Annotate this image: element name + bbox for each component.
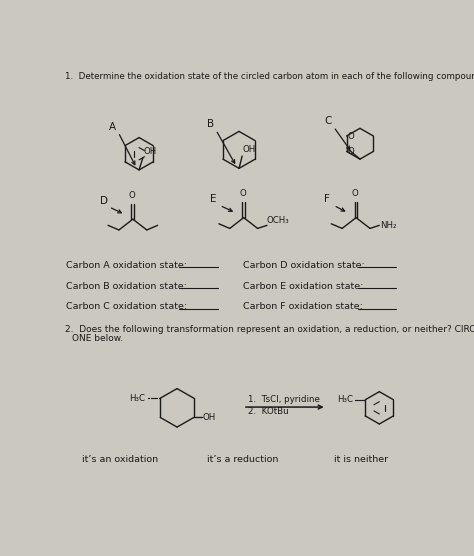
Text: 2.  Does the following transformation represent an oxidation, a reduction, or ne: 2. Does the following transformation rep…	[64, 325, 474, 334]
Text: OCH₃: OCH₃	[267, 216, 290, 225]
Text: B: B	[207, 118, 214, 128]
Text: Carbon C oxidation state:: Carbon C oxidation state:	[66, 302, 187, 311]
Text: A: A	[109, 122, 116, 132]
Text: Carbon D oxidation state:: Carbon D oxidation state:	[243, 261, 365, 270]
Text: O: O	[239, 190, 246, 198]
Text: it’s an oxidation: it’s an oxidation	[82, 455, 158, 464]
Text: Carbon A oxidation state:: Carbon A oxidation state:	[66, 261, 187, 270]
Text: F: F	[324, 194, 330, 204]
Text: Carbon B oxidation state:: Carbon B oxidation state:	[66, 282, 187, 291]
Text: OH: OH	[243, 146, 256, 155]
Text: E: E	[210, 194, 217, 204]
Text: D: D	[100, 196, 108, 206]
Text: ONE below.: ONE below.	[72, 334, 123, 343]
Text: H₃C: H₃C	[129, 394, 146, 403]
Text: NH₂: NH₂	[380, 221, 397, 230]
Text: Carbon F oxidation state:: Carbon F oxidation state:	[243, 302, 363, 311]
Text: it is neither: it is neither	[335, 455, 389, 464]
Text: it’s a reduction: it’s a reduction	[207, 455, 279, 464]
Text: 1.  TsCl, pyridine: 1. TsCl, pyridine	[248, 395, 320, 404]
Text: O: O	[347, 147, 354, 156]
Text: O: O	[347, 132, 354, 141]
Text: 1.  Determine the oxidation state of the circled carbon atom in each of the foll: 1. Determine the oxidation state of the …	[64, 72, 474, 81]
Text: Carbon E oxidation state:: Carbon E oxidation state:	[243, 282, 363, 291]
Text: C: C	[324, 116, 332, 126]
Text: O: O	[352, 190, 359, 198]
Text: O: O	[129, 191, 136, 200]
Text: OH: OH	[144, 147, 157, 156]
Text: 2.  KOtBu: 2. KOtBu	[248, 407, 289, 416]
Text: OH: OH	[202, 413, 216, 422]
Text: H₃C: H₃C	[337, 395, 353, 404]
